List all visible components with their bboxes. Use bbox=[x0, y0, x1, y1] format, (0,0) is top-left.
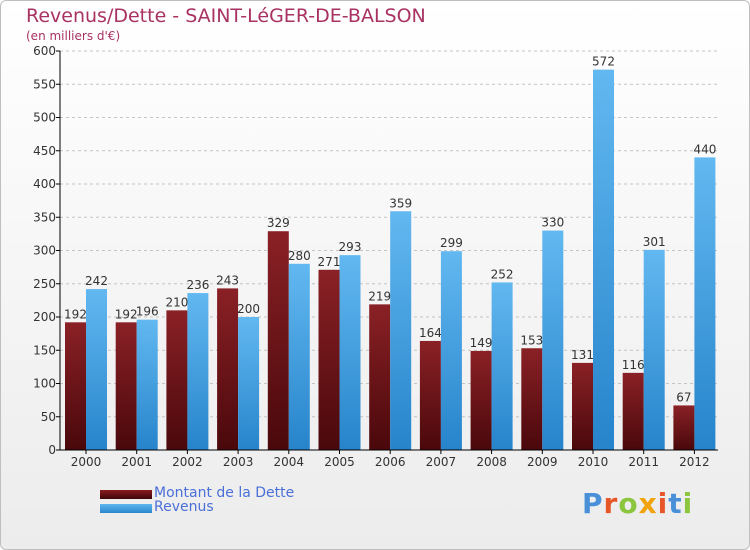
bar-dette-label: 329 bbox=[267, 216, 290, 230]
x-tick-label: 2003 bbox=[223, 455, 254, 469]
bar-dette bbox=[419, 340, 441, 450]
bar-dette-label: 149 bbox=[470, 336, 493, 350]
bar-revenus-label: 280 bbox=[288, 249, 311, 263]
legend-label-dette: Montant de la Dette bbox=[154, 485, 295, 501]
bar-revenus bbox=[643, 249, 665, 450]
bar-revenus-label: 572 bbox=[592, 55, 615, 69]
x-tick-label: 2002 bbox=[172, 455, 203, 469]
logo-letter: P bbox=[582, 487, 604, 520]
x-tick-label: 2011 bbox=[628, 455, 659, 469]
logo-letter: t bbox=[668, 487, 683, 520]
bar-dette bbox=[521, 348, 543, 450]
legend-swatch-dette bbox=[100, 490, 152, 499]
x-tick-label: 2007 bbox=[426, 455, 457, 469]
y-tick-label: 300 bbox=[33, 244, 56, 258]
y-tick-label: 500 bbox=[33, 111, 56, 125]
bar-dette bbox=[166, 310, 188, 450]
x-tick-label: 2000 bbox=[71, 455, 102, 469]
bar-dette-label: 192 bbox=[115, 307, 138, 321]
bar-revenus-label: 252 bbox=[491, 267, 514, 281]
x-tick-label: 2010 bbox=[578, 455, 609, 469]
bar-revenus-label: 301 bbox=[643, 235, 666, 249]
bar-revenus-label: 200 bbox=[237, 302, 260, 316]
bar-revenus bbox=[390, 211, 412, 450]
y-tick-label: 150 bbox=[33, 343, 56, 357]
x-tick-label: 2008 bbox=[476, 455, 507, 469]
bar-dette-label: 243 bbox=[216, 273, 239, 287]
bar-revenus bbox=[440, 251, 462, 450]
x-tick-label: 2006 bbox=[375, 455, 406, 469]
bar-dette-label: 210 bbox=[165, 295, 188, 309]
bar-revenus-label: 196 bbox=[136, 305, 159, 319]
y-tick-label: 550 bbox=[33, 77, 56, 91]
bar-revenus-label: 242 bbox=[85, 274, 108, 288]
legend-label-revenus: Revenus bbox=[154, 499, 214, 515]
bar-revenus bbox=[694, 157, 716, 450]
chart-title: Revenus/Dette - SAINT-LéGER-DE-BALSON bbox=[26, 5, 426, 27]
y-tick-label: 450 bbox=[33, 144, 56, 158]
bar-dette bbox=[572, 362, 593, 450]
bar-dette-label: 164 bbox=[419, 326, 442, 340]
logo-letter: r bbox=[603, 487, 619, 520]
bar-revenus bbox=[238, 317, 260, 450]
bar-revenus bbox=[136, 319, 158, 450]
bar-dette bbox=[622, 372, 644, 450]
bar-revenus-label: 293 bbox=[339, 240, 362, 254]
bar-revenus-label: 330 bbox=[541, 216, 564, 230]
x-tick-label: 2012 bbox=[679, 455, 710, 469]
bar-dette bbox=[470, 350, 492, 450]
bar-revenus bbox=[593, 69, 614, 451]
bar-revenus bbox=[86, 289, 107, 450]
bar-dette-label: 67 bbox=[676, 390, 691, 404]
x-tick-label: 2005 bbox=[324, 455, 355, 469]
bar-dette bbox=[318, 269, 340, 450]
y-tick-label: 50 bbox=[41, 410, 56, 424]
bar-revenus bbox=[542, 230, 564, 450]
bar-dette bbox=[369, 304, 391, 450]
logo-letter: x bbox=[638, 487, 658, 520]
bar-dette-label: 271 bbox=[318, 255, 341, 269]
bar-revenus-label: 236 bbox=[186, 278, 209, 292]
logo-letter: i bbox=[682, 487, 694, 520]
bar-dette bbox=[673, 405, 695, 450]
legend-swatch-revenus bbox=[100, 504, 152, 513]
bar-dette bbox=[115, 322, 137, 450]
bar-dette bbox=[65, 322, 86, 450]
proxiti-logo: Proxiti bbox=[582, 487, 693, 520]
bar-dette-label: 153 bbox=[520, 333, 543, 347]
bar-dette-label: 131 bbox=[571, 348, 594, 362]
bar-revenus-label: 359 bbox=[389, 196, 412, 210]
chart-subtitle: (en milliers d'€) bbox=[26, 29, 121, 43]
y-tick-label: 400 bbox=[33, 177, 56, 191]
bar-dette-label: 219 bbox=[368, 289, 391, 303]
bar-revenus bbox=[288, 263, 310, 450]
y-tick-label: 250 bbox=[33, 277, 56, 291]
bar-revenus bbox=[491, 282, 513, 450]
y-tick-label: 600 bbox=[33, 44, 56, 58]
bar-dette-label: 192 bbox=[64, 307, 87, 321]
logo-letter: o bbox=[618, 487, 639, 520]
bar-dette bbox=[217, 288, 239, 450]
y-tick-label: 350 bbox=[33, 210, 56, 224]
bar-dette bbox=[267, 231, 289, 450]
bar-revenus-label: 440 bbox=[693, 142, 716, 156]
y-tick-label: 100 bbox=[33, 377, 56, 391]
y-tick-label: 200 bbox=[33, 310, 56, 324]
x-tick-label: 2009 bbox=[527, 455, 558, 469]
bar-revenus-label: 299 bbox=[440, 236, 463, 250]
x-tick-label: 2004 bbox=[274, 455, 305, 469]
logo-letter: i bbox=[657, 487, 669, 520]
x-tick-label: 2001 bbox=[121, 455, 152, 469]
bar-revenus bbox=[187, 293, 209, 450]
y-tick-label: 0 bbox=[48, 443, 56, 457]
bar-dette-label: 116 bbox=[622, 358, 645, 372]
bar-revenus bbox=[339, 255, 361, 450]
